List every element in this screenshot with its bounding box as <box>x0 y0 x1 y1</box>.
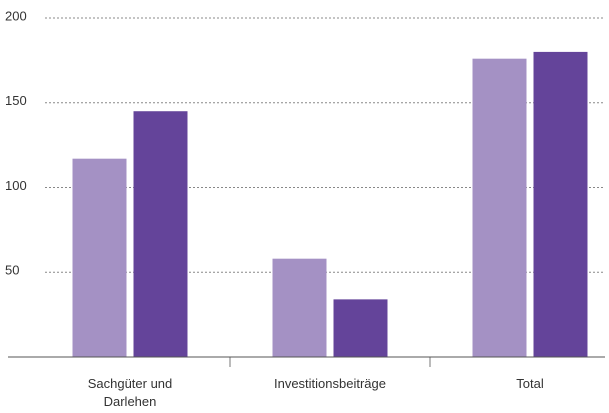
bar <box>333 299 388 357</box>
bar <box>133 111 188 357</box>
bar <box>72 158 127 357</box>
x-tick-label: Investitionsbeiträge <box>273 376 386 391</box>
x-tick-label: Sachgüter und Darlehen <box>87 376 173 409</box>
y-tick-label: 100 <box>5 178 27 193</box>
y-tick-label: 200 <box>5 8 27 23</box>
y-tick-label: 150 <box>5 93 27 108</box>
bar <box>272 258 327 357</box>
x-tick-label: Total <box>516 376 544 391</box>
y-tick-label: 50 <box>5 263 19 278</box>
bar <box>533 51 588 358</box>
bar <box>472 58 527 358</box>
